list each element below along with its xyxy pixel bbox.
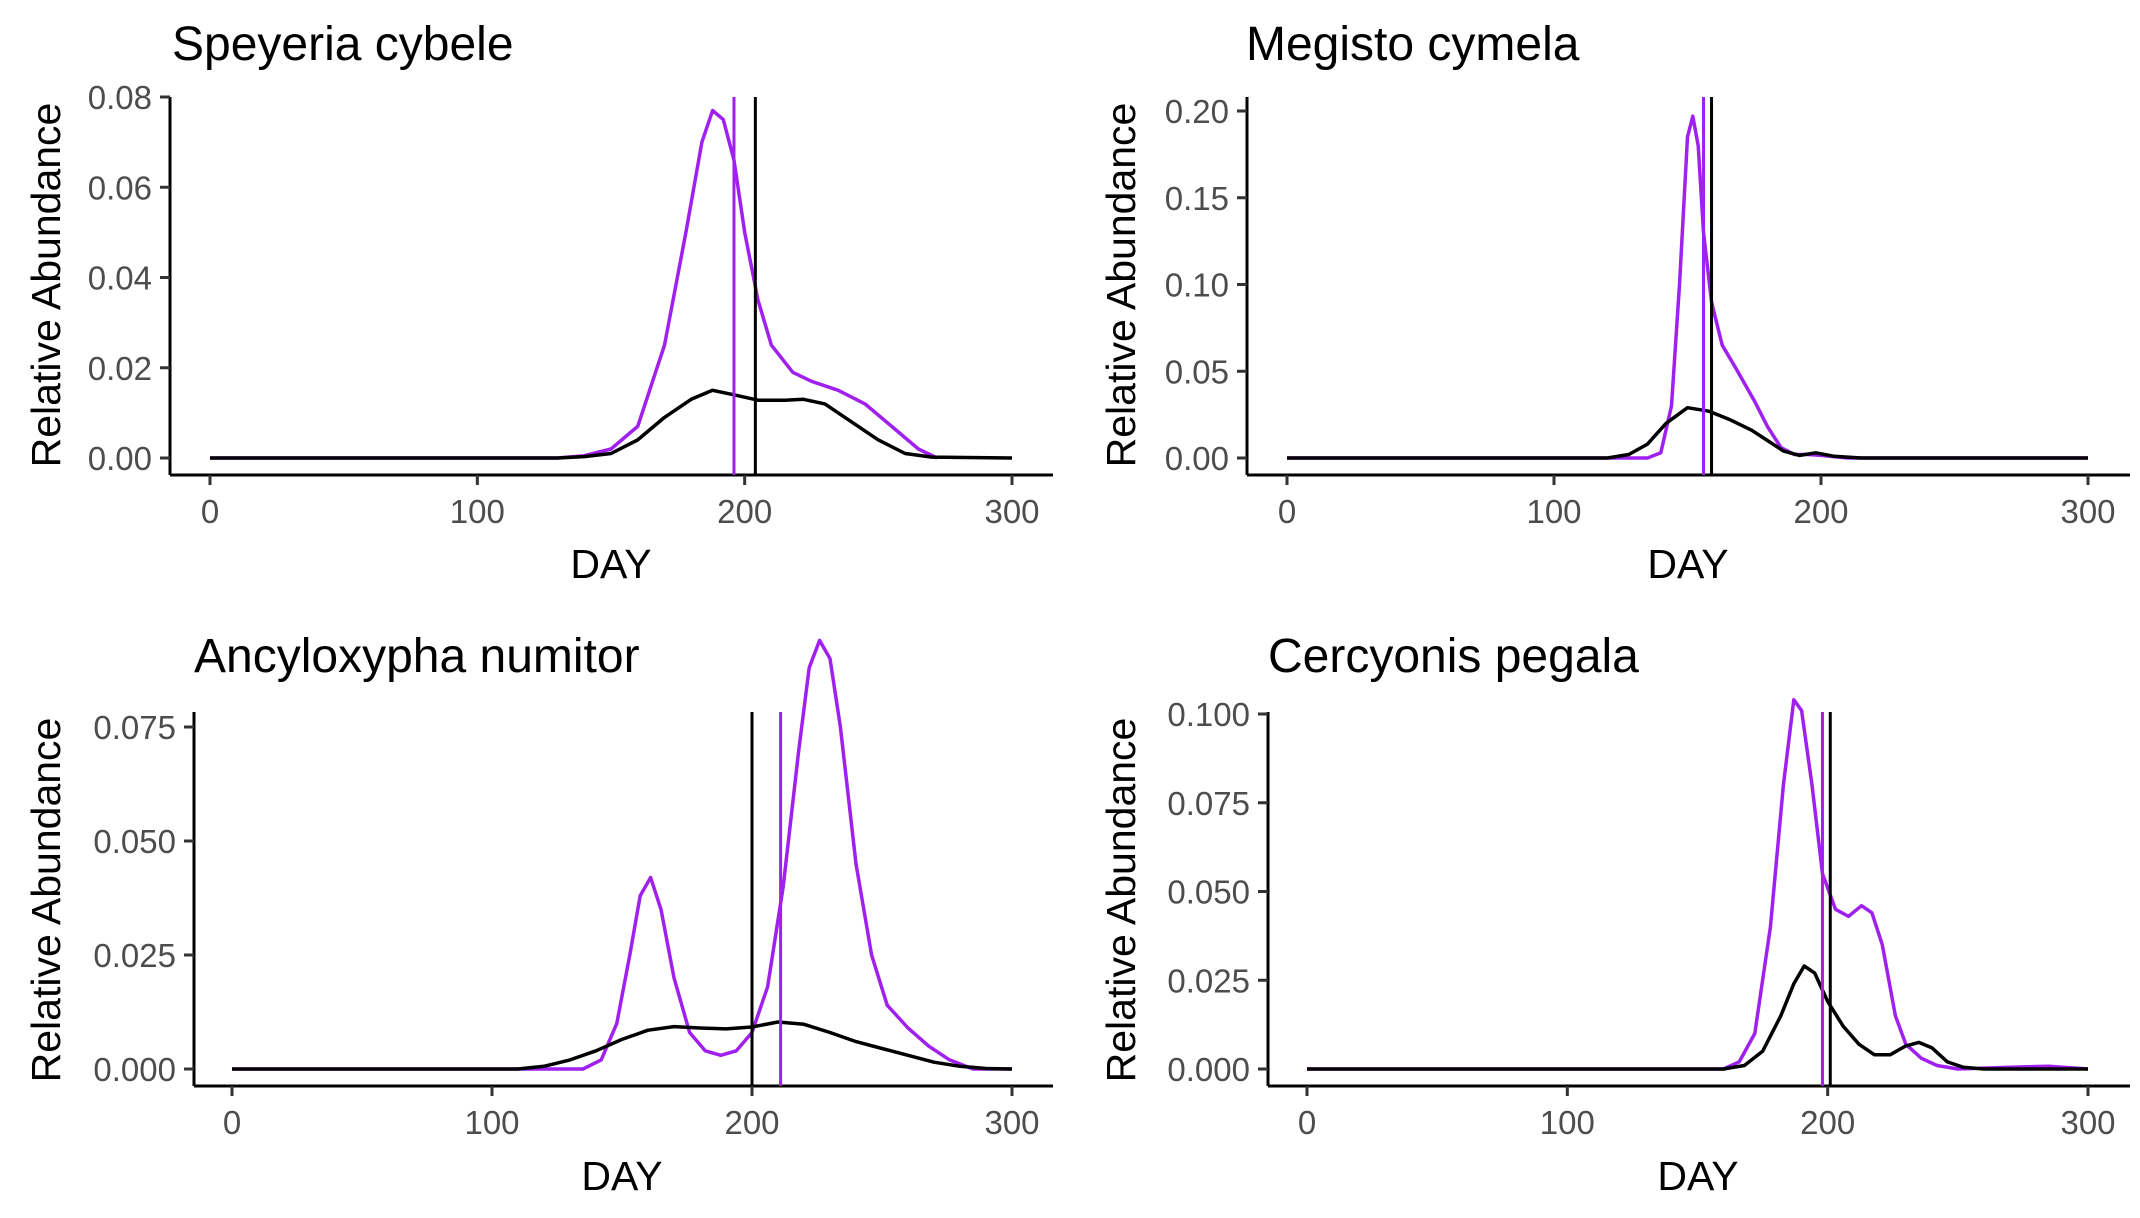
y-tick-label: 0.025 — [93, 937, 176, 974]
y-axis-label: Relative Abundance — [1098, 103, 1144, 468]
x-tick-label: 0 — [201, 493, 219, 530]
chart-title: Ancyloxypha numitor — [194, 630, 640, 683]
x-tick-label: 100 — [1526, 493, 1581, 530]
x-tick-label: 200 — [1793, 493, 1848, 530]
y-tick-label: 0.06 — [88, 169, 152, 206]
y-tick-label: 0.02 — [88, 350, 152, 387]
x-tick-label: 0 — [1298, 1104, 1316, 1141]
y-tick-label: 0.05 — [1165, 353, 1229, 390]
x-tick-label: 0 — [223, 1104, 241, 1141]
y-tick-label: 0.15 — [1165, 180, 1229, 217]
x-axis-label: DAY — [1647, 541, 1728, 587]
y-tick-label: 0.000 — [93, 1051, 176, 1088]
chart-panel-3: Ancyloxypha numitor 0.000 0.025 0.050 0.075 0… — [23, 630, 1053, 1199]
x-axis-label: DAY — [1657, 1153, 1738, 1199]
y-tick-label: 0.00 — [1165, 440, 1229, 477]
y-tick-label: 0.100 — [1167, 696, 1250, 733]
x-tick-label: 300 — [2060, 1104, 2115, 1141]
x-tick-label: 200 — [717, 493, 772, 530]
chart-panel-2: Megisto cymela 0.00 0.05 0.10 0.15 0.20 0 100 20… — [1098, 18, 2130, 587]
y-axis-label: Relative Abundance — [23, 718, 69, 1083]
y-tick-label: 0.025 — [1167, 962, 1250, 999]
x-tick-label: 300 — [2060, 493, 2115, 530]
y-tick-label: 0.075 — [93, 709, 176, 746]
chart-title: Megisto cymela — [1246, 18, 1580, 71]
series-line-2 — [210, 388, 1013, 460]
x-tick-label: 200 — [724, 1104, 779, 1141]
y-tick-label: 0.08 — [88, 79, 152, 116]
x-axis-label: DAY — [581, 1153, 662, 1199]
x-tick-label: 100 — [464, 1104, 519, 1141]
chart-title: Cercyonis pegala — [1268, 630, 1639, 683]
y-tick-label: 0.050 — [1167, 874, 1250, 911]
chart-panel-4: Cercyonis pegala 0.000 0.025 0.050 0.075 0.10… — [1098, 630, 2130, 1199]
x-tick-label: 300 — [984, 493, 1039, 530]
x-tick-label: 300 — [984, 1104, 1039, 1141]
y-tick-label: 0.075 — [1167, 785, 1250, 822]
y-tick-label: 0.000 — [1167, 1051, 1250, 1088]
x-tick-label: 0 — [1278, 493, 1296, 530]
x-axis-label: DAY — [570, 541, 651, 587]
x-tick-label: 200 — [1800, 1104, 1855, 1141]
series-line-2 — [1287, 405, 2088, 460]
y-axis-label: Relative Abundance — [1098, 718, 1144, 1083]
y-axis-label: Relative Abundance — [23, 103, 69, 468]
y-tick-label: 0.20 — [1165, 93, 1229, 130]
y-tick-label: 0.10 — [1165, 267, 1229, 304]
series-line-1 — [232, 638, 1012, 1071]
x-tick-label: 100 — [450, 493, 505, 530]
series-line-1 — [1307, 698, 2089, 1071]
series-line-2 — [1307, 964, 2088, 1071]
chart-title: Speyeria cybele — [172, 18, 514, 71]
y-tick-label: 0.04 — [88, 260, 152, 297]
chart-panel-1: Speyeria cybele 0.00 0.02 0.04 0.06 0.08 0 100 2… — [23, 18, 1053, 587]
y-tick-label: 0.00 — [88, 440, 152, 477]
y-tick-label: 0.050 — [93, 823, 176, 860]
x-tick-label: 100 — [1540, 1104, 1595, 1141]
